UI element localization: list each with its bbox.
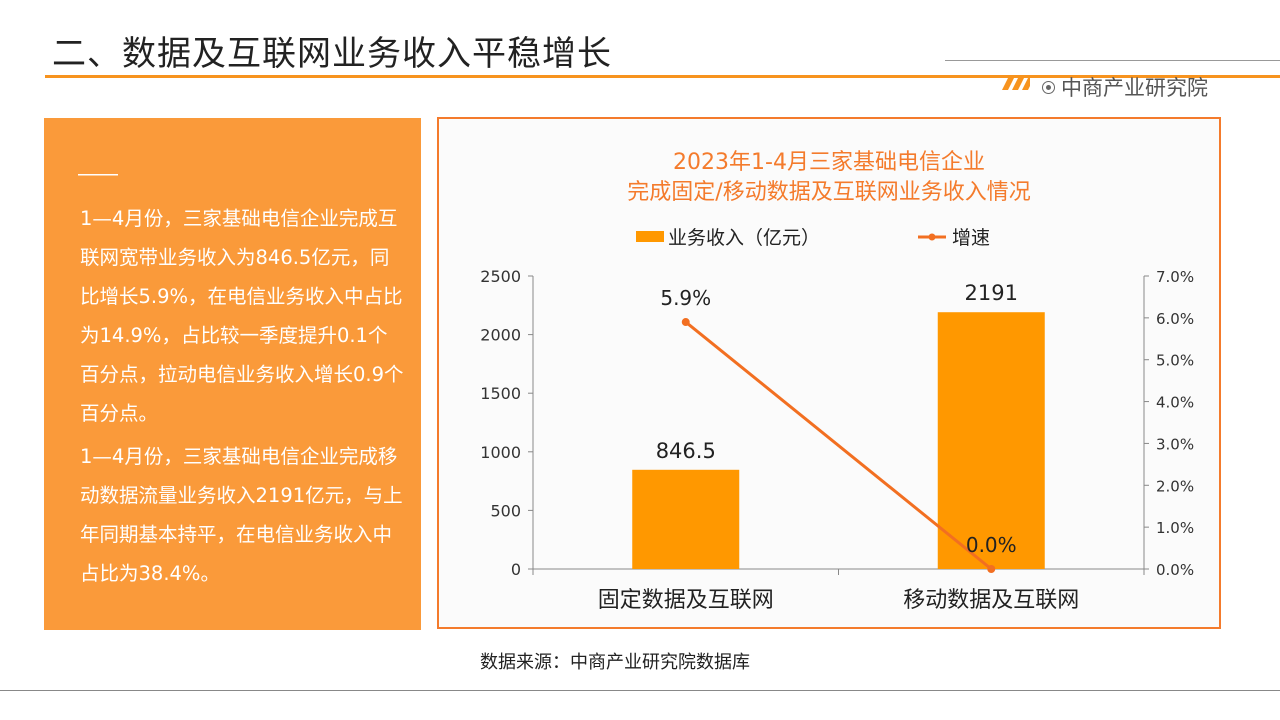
header-thin-divider (945, 60, 1280, 61)
summary-paragraph-1: 1—4月份，三家基础电信企业完成互联网宽带业务收入为846.5亿元，同比增长5.… (80, 207, 404, 425)
target-icon (1042, 80, 1055, 94)
summary-paragraph-2: 1—4月份，三家基础电信企业完成移动数据流量业务收入2191亿元，与上年同期基本… (80, 445, 403, 585)
footer-divider (0, 690, 1280, 691)
stripe-decoration (1002, 78, 1030, 90)
summary-panel: 1—4月份，三家基础电信企业完成互联网宽带业务收入为846.5亿元，同比增长5.… (44, 118, 421, 630)
brand-logo: 中商产业研究院 (1042, 72, 1208, 102)
brand-name: 中商产业研究院 (1061, 76, 1208, 100)
panel-dash (78, 174, 118, 176)
chart-title: 2023年1-4月三家基础电信企业 (673, 150, 985, 175)
chart-title-block: 2023年1-4月三家基础电信企业 完成固定/移动数据及互联网业务收入情况 (437, 148, 1221, 208)
header-divider (45, 75, 1280, 78)
data-source-note: 数据来源：中商产业研究院数据库 (480, 652, 750, 673)
chart-subtitle: 完成固定/移动数据及互联网业务收入情况 (627, 180, 1031, 205)
page-title: 二、数据及互联网业务收入平稳增长 (52, 34, 612, 74)
